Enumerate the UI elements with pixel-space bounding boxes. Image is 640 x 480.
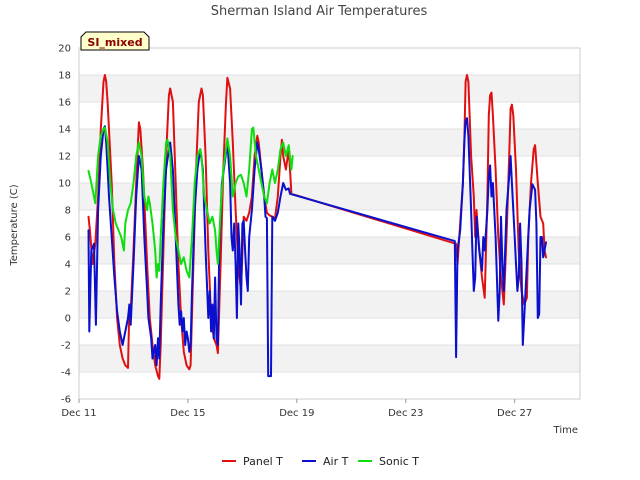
- y-tick-label: 16: [58, 98, 71, 109]
- series-lines: [87, 74, 547, 380]
- y-tick-label: -2: [61, 341, 71, 352]
- y-tick-label: -4: [61, 368, 71, 379]
- site-badge: SI_mixed: [80, 31, 150, 51]
- y-tick-label: 20: [58, 44, 71, 55]
- legend-label: Sonic T: [379, 455, 419, 468]
- series-line-panel-t: [87, 74, 547, 380]
- grid-band: [79, 345, 580, 372]
- y-tick-label: 12: [58, 152, 71, 163]
- x-tick-label: Dec 23: [388, 408, 423, 419]
- y-tick-label: 10: [58, 179, 71, 190]
- x-axis-ticks: Dec 11 Dec 15 Dec 19 Dec 23 Dec 27: [61, 399, 532, 419]
- series-line-air-t: [87, 117, 547, 378]
- grid-band: [79, 129, 580, 156]
- y-tick-label: 4: [65, 260, 71, 271]
- x-tick-label: Dec 19: [279, 408, 314, 419]
- x-tick-label: Dec 27: [497, 408, 532, 419]
- legend-label: Panel T: [243, 455, 283, 468]
- chart-title: Sherman Island Air Temperatures: [211, 4, 428, 19]
- plot-frame: [78, 47, 581, 400]
- y-tick-label: 6: [65, 233, 71, 244]
- y-axis-ticks: -6 -4 -2 0 2 4 6 8 10 12 14 16 18 20: [58, 44, 71, 406]
- legend: Panel T Air T Sonic T: [222, 455, 419, 468]
- y-axis-label: Temperature (C): [9, 184, 20, 266]
- site-badge-box: [80, 31, 150, 51]
- y-tick-label: -6: [61, 395, 71, 406]
- grid-band: [79, 75, 580, 102]
- y-tick-label: 2: [65, 287, 71, 298]
- x-tick-label: Dec 11: [61, 408, 96, 419]
- x-tick-label: Dec 15: [170, 408, 205, 419]
- series-line-sonic-t: [87, 126, 294, 279]
- y-tick-label: 0: [65, 314, 71, 325]
- y-tick-label: 14: [58, 125, 71, 136]
- x-axis-label: Time: [553, 425, 578, 436]
- y-tick-label: 8: [65, 206, 71, 217]
- y-tick-label: 18: [58, 71, 71, 82]
- site-badge-text: SI_mixed: [87, 36, 142, 49]
- legend-label: Air T: [323, 455, 349, 468]
